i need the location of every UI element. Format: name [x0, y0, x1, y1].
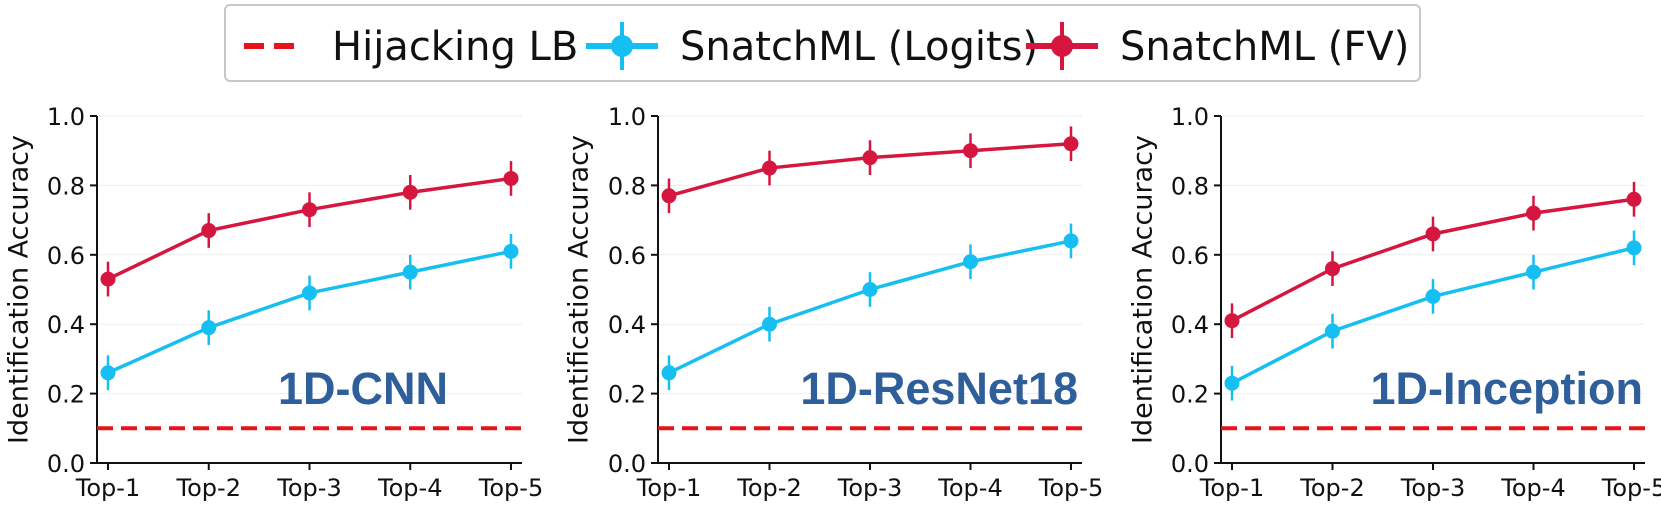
series-logits-point — [302, 285, 317, 301]
y-axis-label: Identification Accuracy — [4, 135, 35, 444]
series-logits-point — [862, 282, 878, 297]
series-logits-point — [503, 243, 519, 259]
series-logits-line — [107, 249, 512, 375]
y-tick-label: 1.0 — [608, 103, 646, 131]
series-logits-point — [1626, 240, 1642, 256]
series-fv-point — [1526, 205, 1541, 221]
series-fv-point — [1325, 261, 1340, 277]
series-logits-point — [1224, 375, 1240, 391]
series-logits-point — [201, 320, 217, 336]
series-fv-point — [1063, 136, 1079, 152]
y-tick-label: 0.6 — [1171, 242, 1209, 270]
legend-logits-label: SnatchML (Logits) — [680, 24, 1038, 70]
series-logits-point — [963, 254, 978, 270]
x-tick-label: Top-5 — [478, 474, 543, 502]
x-tick-label: Top-1 — [1199, 474, 1264, 502]
x-tick-label: Top-1 — [636, 474, 701, 502]
series-fv-point — [402, 184, 418, 200]
series-fv-point — [762, 160, 777, 176]
y-tick-label: 1.0 — [1171, 103, 1209, 131]
x-tick-label: Top-2 — [736, 474, 801, 502]
series-logits-point — [100, 365, 116, 381]
legend-svg: Hijacking LB SnatchML (Logits) SnatchML … — [244, 22, 1409, 70]
x-tick-label: Top-4 — [937, 474, 1002, 502]
x-tick-label: Top-5 — [1601, 474, 1661, 502]
y-tick-label: 0.6 — [608, 242, 646, 270]
series-fv-point — [302, 202, 317, 218]
panel-1: 0.0 0.2 0.4 0.6 0.8 1.0 Top-1 Top-2 Top-3 Top-4 To… — [4, 103, 544, 502]
y-tick-label: 0.8 — [1171, 172, 1209, 200]
series-fv-point — [1626, 191, 1642, 207]
y-tick-label: 0.4 — [47, 311, 85, 339]
model-title: 1D-CNN — [278, 363, 448, 414]
series-fv-point — [100, 271, 116, 287]
x-tick-label: Top-1 — [75, 474, 140, 502]
series-logits-point — [762, 316, 777, 332]
series-logits-point — [661, 365, 677, 381]
series-fv-point — [201, 223, 217, 239]
series-fv-point — [1224, 313, 1240, 329]
x-tick-label: Top-2 — [176, 474, 241, 502]
model-title: 1D-Inception — [1370, 363, 1643, 414]
legend-lb-label: Hijacking LB — [332, 24, 578, 70]
y-axis-label: Identification Accuracy — [564, 135, 595, 444]
y-tick-label: 0.2 — [1171, 381, 1209, 409]
y-tick-label: 0.4 — [608, 311, 646, 339]
series-fv-point — [503, 170, 519, 186]
series-logits-point — [1063, 233, 1079, 249]
y-tick-label: 0.2 — [608, 381, 646, 409]
y-tick-label: 0.0 — [608, 450, 646, 478]
panel-3: 0.0 0.2 0.4 0.6 0.8 1.0 Top-1 Top-2 Top-3 Top-4 To… — [1128, 103, 1661, 502]
x-tick-label: Top-4 — [1500, 474, 1565, 502]
legend-logits-swatch-marker — [611, 35, 633, 57]
series-logits-point — [1425, 288, 1441, 304]
x-tick-label: Top-2 — [1299, 474, 1364, 502]
legend-fv-swatch-marker — [1051, 35, 1073, 57]
x-tick-label: Top-3 — [1400, 474, 1465, 502]
y-tick-label: 0.8 — [47, 172, 85, 200]
y-axis-label: Identification Accuracy — [1128, 135, 1159, 444]
series-fv-point — [963, 143, 978, 159]
series-fv-point — [661, 188, 677, 204]
series-fv-point — [1425, 226, 1441, 242]
series-fv-point — [862, 150, 878, 166]
legend-fv-label: SnatchML (FV) — [1120, 24, 1409, 70]
series-logits-point — [1325, 323, 1340, 339]
x-tick-label: Top-3 — [837, 474, 902, 502]
y-tick-label: 0.6 — [47, 242, 85, 270]
x-tick-label: Top-5 — [1038, 474, 1103, 502]
y-tick-label: 0.2 — [47, 381, 85, 409]
y-tick-label: 1.0 — [47, 103, 85, 131]
model-title: 1D-ResNet18 — [800, 363, 1078, 414]
panel-2: 0.0 0.2 0.4 0.6 0.8 1.0 Top-1 Top-2 Top-3 Top-4 To… — [564, 103, 1104, 502]
y-tick-label: 0.0 — [1171, 450, 1209, 478]
series-logits-point — [402, 264, 418, 280]
y-tick-label: 0.0 — [47, 450, 85, 478]
series-logits-point — [1526, 264, 1541, 280]
y-tick-label: 0.8 — [608, 172, 646, 200]
y-tick-label: 0.4 — [1171, 311, 1209, 339]
x-tick-label: Top-3 — [276, 474, 341, 502]
x-tick-label: Top-4 — [377, 474, 442, 502]
legend-box: Hijacking LB SnatchML (Logits) SnatchML … — [224, 4, 1421, 82]
